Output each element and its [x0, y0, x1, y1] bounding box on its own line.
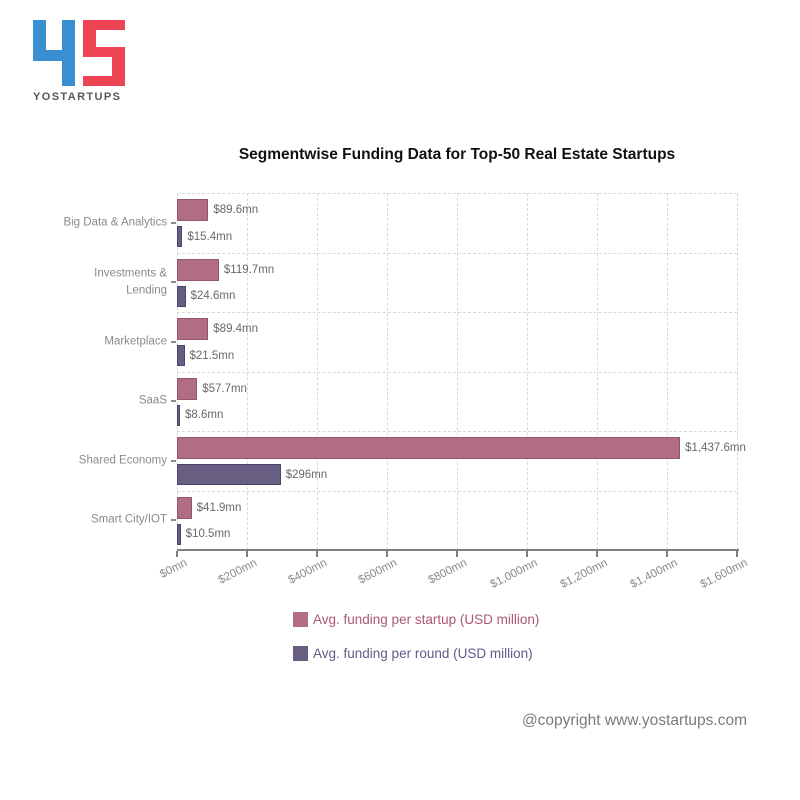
category-label: SaaS — [138, 394, 167, 407]
x-axis-label: $400mn — [286, 557, 330, 587]
legend-item-round[interactable]: Avg. funding per round (USD million) — [293, 645, 539, 661]
x-axis-label: $1,400mn — [628, 557, 680, 591]
bar-startup[interactable] — [177, 377, 198, 400]
bar-round[interactable] — [177, 285, 186, 307]
bar-value-label: $21.5mn — [189, 349, 235, 362]
category-label: Shared Economy — [78, 454, 167, 467]
x-axis-tick — [596, 551, 598, 557]
bar-value-label: $1,437.6mn — [685, 442, 746, 454]
x-axis-tick — [526, 551, 528, 557]
y-axis-tick — [171, 340, 176, 343]
legend-label: Avg. funding per startup (USD million) — [313, 611, 540, 627]
x-axis-tick — [666, 551, 668, 557]
gridline-horizontal — [177, 252, 737, 254]
legend-label: Avg. funding per round (USD million) — [313, 645, 533, 661]
x-axis-tick — [386, 551, 388, 557]
x-axis-label: $0mn — [158, 557, 190, 581]
gridline-horizontal — [177, 431, 737, 432]
bar-value-label: $57.7mn — [202, 382, 247, 395]
bar-startup[interactable] — [177, 258, 219, 281]
bar-round[interactable] — [177, 226, 183, 247]
legend-swatch-icon — [293, 645, 308, 661]
legend-swatch-icon — [293, 611, 308, 627]
x-axis-label: $1,000mn — [488, 557, 540, 591]
ys-logo-icon — [33, 20, 125, 86]
x-axis-tick — [736, 551, 738, 557]
category-label: Marketplace — [104, 335, 167, 348]
y-axis-tick — [171, 519, 176, 522]
x-axis-label: $200mn — [216, 557, 260, 587]
logo-letter-y — [33, 20, 75, 86]
x-axis-tick — [316, 551, 318, 557]
y-axis-tick — [171, 281, 176, 284]
y-axis-tick — [171, 400, 176, 403]
category-label: Smart City/IOT — [90, 513, 167, 526]
x-axis-label: $1,600mn — [698, 557, 750, 591]
bar-value-label: $89.4mn — [213, 323, 259, 335]
x-axis-line — [177, 549, 739, 551]
bar-value-label: $24.6mn — [190, 290, 236, 302]
bar-startup[interactable] — [177, 318, 209, 340]
legend-item-startup[interactable]: Avg. funding per startup (USD million) — [293, 611, 539, 627]
gridline-horizontal — [177, 312, 737, 313]
bar-value-label: $119.7mn — [223, 263, 275, 276]
gridline-horizontal — [177, 490, 737, 492]
bar-startup[interactable] — [177, 496, 192, 519]
yostartups-logo: YOSTARTUPS — [33, 20, 133, 103]
category-label: Investments & Lending — [94, 267, 167, 297]
bar-value-label: $8.6mn — [185, 409, 224, 421]
chart-title: Segmentwise Funding Data for Top-50 Real… — [238, 146, 676, 163]
bar-round[interactable] — [177, 523, 181, 545]
bar-round[interactable] — [177, 464, 281, 485]
x-axis-tick — [246, 551, 248, 557]
bar-value-label: $10.5mn — [185, 528, 231, 540]
x-axis-tick — [176, 551, 178, 557]
bar-startup[interactable] — [177, 437, 681, 459]
bar-value-label: $296mn — [285, 468, 328, 481]
gridline-horizontal — [177, 193, 737, 194]
logo-letter-s — [83, 20, 125, 86]
category-label: Big Data & Analytics — [63, 216, 167, 229]
gridline-horizontal — [177, 371, 737, 373]
x-axis-label: $600mn — [356, 557, 400, 587]
bar-round[interactable] — [177, 345, 185, 366]
bar-round[interactable] — [177, 404, 180, 426]
y-axis-tick — [171, 459, 176, 462]
x-axis-label: $1,200mn — [558, 557, 610, 591]
bar-value-label: $41.9mn — [196, 501, 242, 514]
bar-value-label: $89.6mn — [213, 204, 259, 216]
bar-value-label: $15.4mn — [187, 230, 233, 243]
bar-startup[interactable] — [177, 199, 209, 221]
gridline-vertical — [737, 193, 738, 550]
y-axis-tick — [171, 221, 176, 224]
x-axis-label: $800mn — [426, 557, 470, 587]
copyright-text: @copyright www.yostartups.com — [521, 712, 747, 729]
x-axis-tick — [456, 551, 458, 557]
logo-wordmark: YOSTARTUPS — [33, 91, 122, 103]
chart-legend: Avg. funding per startup (USD million) Av… — [293, 611, 539, 679]
